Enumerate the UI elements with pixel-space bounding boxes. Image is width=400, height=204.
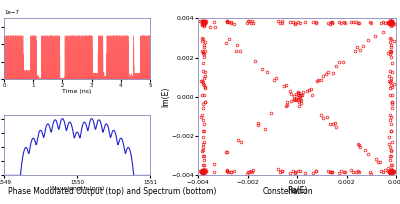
- X-axis label: Wavelength (nm): Wavelength (nm): [50, 186, 104, 191]
- X-axis label: Re(E): Re(E): [287, 186, 307, 195]
- X-axis label: Time (ns): Time (ns): [62, 89, 92, 94]
- Text: Phase Modulated Output (top) and Spectrum (bottom): Phase Modulated Output (top) and Spectru…: [8, 187, 216, 196]
- Text: Constellation: Constellation: [263, 187, 313, 196]
- Y-axis label: Im(E): Im(E): [161, 87, 170, 107]
